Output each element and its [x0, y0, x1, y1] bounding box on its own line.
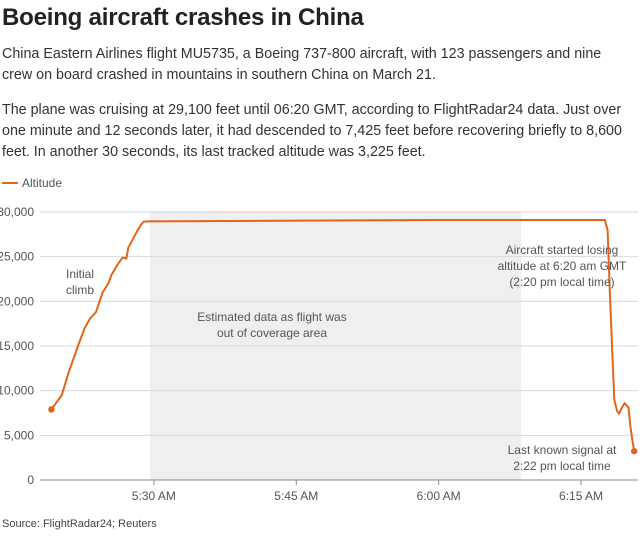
- y-tick-label: 15,000: [0, 339, 34, 353]
- y-tick-label: 25,000: [0, 250, 34, 264]
- marker-end: [631, 447, 638, 455]
- annotation-coverage-area: out of coverage area: [217, 326, 327, 340]
- annotation-descent-start: (2:20 pm local time): [509, 275, 614, 289]
- annotation-initial-climb: Initial: [66, 267, 94, 281]
- y-tick-label: 0: [27, 473, 34, 487]
- annotation-descent-start: altitude at 6:20 am GMT: [498, 259, 627, 273]
- annotation-initial-climb: climb: [66, 283, 94, 297]
- chart-legend: Altitude: [2, 174, 62, 192]
- marker-start: [48, 406, 55, 413]
- annotation-descent-start: Aircraft started losing: [506, 243, 619, 257]
- legend-label-altitude: Altitude: [22, 176, 63, 190]
- x-tick-label: 6:00 AM: [417, 489, 461, 503]
- y-tick-label: 30,000: [0, 205, 34, 219]
- y-tick-label: 10,000: [0, 384, 34, 398]
- y-tick-label: 5,000: [4, 428, 34, 442]
- source-note: Source: FlightRadar24; Reuters: [2, 518, 157, 530]
- legend-swatch-altitude: [2, 182, 18, 184]
- x-tick-label: 6:15 AM: [559, 489, 603, 503]
- x-tick-label: 5:30 AM: [132, 489, 176, 503]
- annotation-last-signal: Last known signal at: [508, 443, 617, 457]
- altitude-chart: 0 5,000 10,000 15,000 20,000 25,000 30,000 5:30…: [0, 205, 638, 503]
- altitude-series-line: [50, 219, 636, 452]
- y-tick-label: 20,000: [0, 294, 34, 308]
- annotation-coverage-area: Estimated data as flight was: [197, 310, 346, 324]
- annotation-last-signal: 2:22 pm local time: [513, 459, 611, 473]
- details-paragraph: The plane was cruising at 29,100 feet un…: [2, 102, 622, 160]
- x-tick-label: 5:45 AM: [274, 489, 318, 503]
- intro-paragraph: China Eastern Airlines flight MU5735, a …: [2, 46, 602, 83]
- page-title: Boeing aircraft crashes in China: [2, 4, 364, 31]
